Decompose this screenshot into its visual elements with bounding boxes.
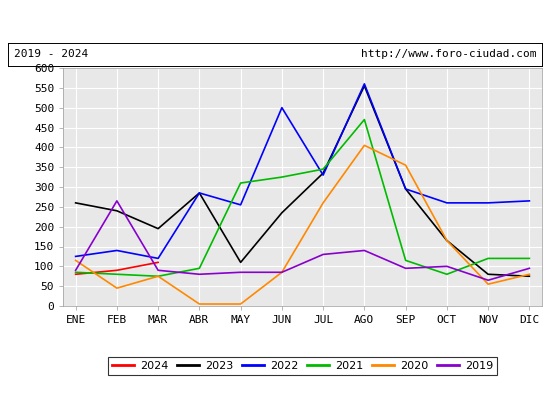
Legend: 2024, 2023, 2022, 2021, 2020, 2019: 2024, 2023, 2022, 2021, 2020, 2019 <box>108 356 497 376</box>
Text: http://www.foro-ciudad.com: http://www.foro-ciudad.com <box>361 49 536 59</box>
Text: Evolucion Nº Turistas Nacionales en el municipio de Pradosegar: Evolucion Nº Turistas Nacionales en el m… <box>2 14 548 28</box>
Text: 2019 - 2024: 2019 - 2024 <box>14 49 88 59</box>
